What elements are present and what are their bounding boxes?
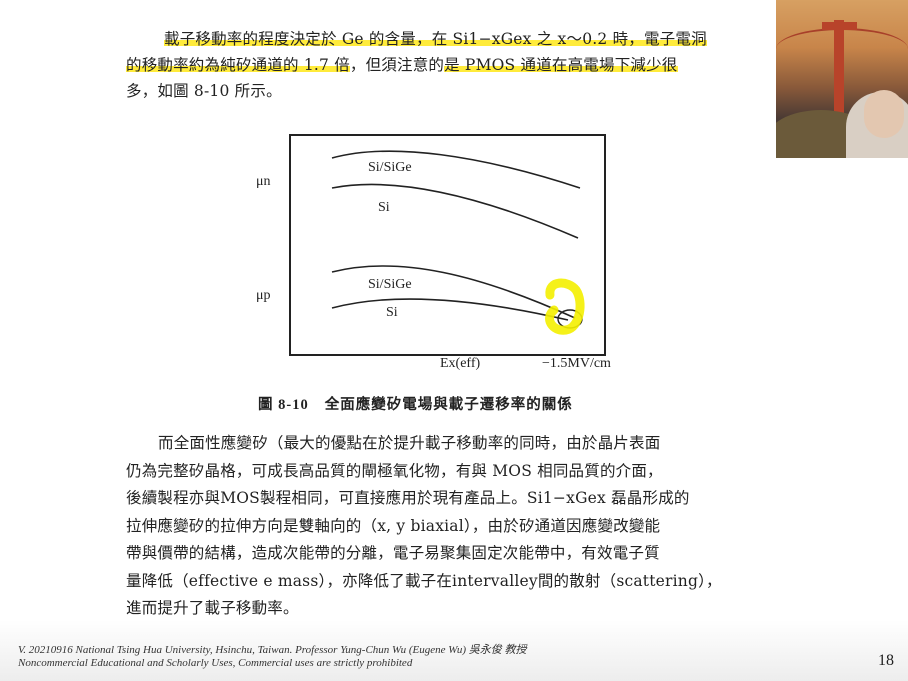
curve-n-top-label: Si/SiGe [368, 160, 412, 175]
caption-text: 全面應變矽電場與載子遷移率的關係 [324, 396, 573, 413]
intro-paragraph: 載子移動率的程度決定於 Ge 的含量，在 Si1−xGex 之 x～0.2 時，… [126, 26, 707, 104]
bottom-fade [0, 620, 908, 681]
intro-line-2: 的移動率約為純矽通道的 1.7 倍，但須注意的是 PMOS 通道在高電場下減少很 [126, 56, 678, 74]
curve-p-top-label: Si/SiGe [368, 277, 412, 292]
curve-p-si [331, 298, 569, 321]
figure-frame [289, 134, 606, 356]
body-line-3: 後續製程亦與MOS製程相同，可直接應用於現有產品上。Si1−xGex 磊晶形成的 [126, 489, 690, 507]
presenter-head [864, 90, 904, 138]
body-line-4: 拉伸應變矽的拉伸方向是雙軸向的（x, y biaxial），由於矽通道因應變改變… [126, 516, 661, 535]
body-line-7: 進而提升了載子移動率。 [126, 599, 299, 617]
footer-usage-notice: Noncommercial Educational and Scholarly … [18, 657, 413, 669]
bridge-crossbar [822, 22, 857, 30]
body-line-2: 仍為完整矽晶格，可成長高品質的閘極氧化物，有與 MOS 相同品質的介面， [126, 461, 663, 480]
figure-graphics [289, 134, 606, 356]
bridge-tower [834, 20, 844, 115]
x-axis-value: −1.5MV/cm [542, 356, 611, 371]
body-paragraph: 而全面性應變矽（最大的優點在於提升載子移動率的同時，由於晶片表面 仍為完整矽晶格… [126, 430, 722, 623]
curve-p-bottom-label: Si [386, 305, 398, 320]
x-axis-label: Ex(eff) [440, 356, 481, 371]
body-line-5: 帶與價帶的結構，造成次能帶的分離，電子易聚集固定次能帶中，有效電子質 [126, 544, 660, 562]
body-line-1: 而全面性應變矽（最大的優點在於提升載子移動率的同時，由於晶片表面 [158, 434, 661, 452]
curve-n-bottom-label: Si [378, 200, 390, 215]
footer-copyright: V. 20210916 National Tsing Hua Universit… [18, 644, 527, 656]
caption-number: 圖 8-10 [258, 397, 309, 413]
intro-line-3: 多，如圖 8-10 所示。 [126, 82, 282, 100]
curve-p-sisige [331, 265, 576, 319]
curve-n-si [331, 183, 579, 239]
webcam-video-overlay [776, 0, 908, 158]
curve-n-sisige [331, 150, 581, 189]
body-line-6: 量降低（effective e mass），亦降低了載子在intervalley… [126, 571, 722, 590]
mu-p-label: μp [256, 288, 271, 303]
figure-caption: 圖 8-10 全面應變矽電場與載子遷移率的關係 [258, 393, 573, 414]
mu-n-label: μn [256, 174, 271, 189]
page-number: 18 [878, 652, 894, 669]
yellow-annotation-circle [545, 278, 585, 335]
intro-line-1: 載子移動率的程度決定於 Ge 的含量，在 Si1−xGex 之 x～0.2 時，… [164, 30, 707, 48]
mobility-figure: μn μp Si/SiGe Si Si/SiGe Si Ex(eff) −1.5… [250, 130, 650, 380]
